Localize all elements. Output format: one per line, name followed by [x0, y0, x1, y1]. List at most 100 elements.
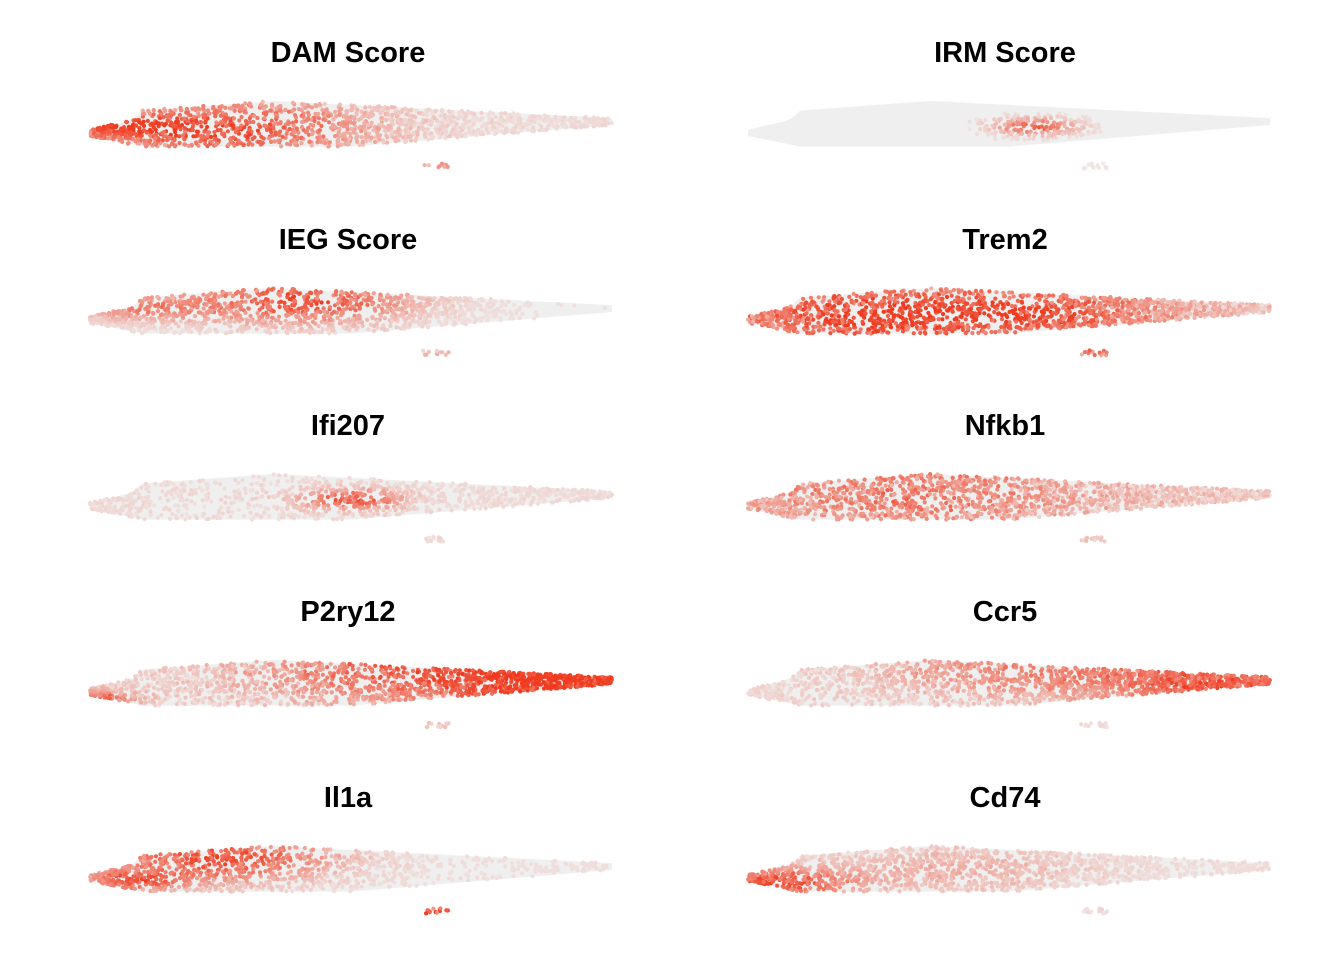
cell-point — [1066, 300, 1071, 305]
cell-point — [804, 300, 809, 305]
cell-point — [133, 314, 139, 319]
cell-point — [280, 134, 285, 139]
cell-point — [415, 129, 420, 134]
cell-point — [212, 129, 217, 135]
cell-point — [349, 120, 354, 125]
cell-point — [553, 493, 559, 498]
cell-point — [444, 308, 449, 314]
cell-point — [146, 323, 152, 328]
cell-point — [423, 316, 428, 321]
cell-point — [881, 309, 886, 314]
cell-point — [865, 291, 870, 296]
cell-point — [1004, 330, 1009, 335]
cell-point — [518, 121, 523, 126]
cell-point — [484, 127, 489, 132]
cell-point — [1120, 317, 1125, 323]
cell-point — [989, 329, 994, 335]
cell-point — [211, 106, 216, 111]
cell-point — [327, 331, 332, 336]
cell-point — [786, 317, 791, 322]
cell-point — [192, 314, 198, 319]
panel-trem2: Trem2 — [746, 224, 1272, 358]
cell-point — [366, 327, 371, 332]
cell-point — [314, 291, 319, 296]
cell-point — [849, 319, 854, 324]
cell-point — [888, 292, 893, 297]
cell-point — [500, 301, 505, 306]
cell-point — [609, 120, 614, 125]
cell-point — [451, 307, 456, 312]
cell-point — [473, 129, 478, 134]
cell-point — [1098, 309, 1103, 314]
cell-point — [1201, 304, 1206, 309]
cell-point — [1130, 318, 1135, 323]
cell-point — [268, 321, 273, 326]
cell-point — [1174, 306, 1179, 311]
cell-point — [213, 319, 218, 324]
cell-point — [814, 304, 819, 309]
cell-point — [182, 126, 187, 131]
cell-point — [813, 324, 818, 329]
cell-point — [463, 316, 468, 321]
cell-point — [406, 303, 411, 308]
cell-point — [1069, 314, 1074, 319]
cell-point — [276, 314, 282, 319]
cell-point — [390, 112, 395, 118]
cell-point — [828, 331, 833, 336]
cell-point — [124, 316, 129, 321]
cell-point — [308, 290, 313, 295]
cell-point — [1027, 136, 1032, 141]
cell-point — [299, 135, 304, 140]
cell-point — [194, 141, 199, 146]
cell-point — [1115, 308, 1120, 313]
cell-point — [156, 121, 161, 126]
cell-point — [472, 315, 477, 320]
cell-point — [191, 121, 196, 126]
cell-point — [967, 290, 972, 295]
cell-point — [354, 139, 360, 144]
cell-point — [204, 302, 209, 307]
cell-point — [968, 307, 974, 312]
cell-point — [1028, 324, 1033, 329]
cell-point — [237, 118, 242, 123]
island-point — [434, 349, 439, 354]
cell-point — [992, 310, 997, 315]
cell-point — [310, 127, 315, 133]
cell-point — [259, 142, 264, 147]
cell-point — [243, 299, 248, 304]
island-point — [1101, 161, 1106, 166]
cell-point — [1126, 308, 1131, 313]
cell-point — [233, 291, 239, 296]
cell-point — [503, 111, 508, 116]
cell-point — [904, 320, 909, 325]
cell-point — [243, 119, 249, 124]
cell-point — [255, 115, 260, 121]
cell-point — [407, 322, 413, 327]
cell-point — [187, 318, 192, 323]
cell-point — [153, 327, 158, 332]
cell-point — [262, 510, 267, 515]
cell-point — [911, 331, 916, 336]
cell-point — [294, 314, 299, 319]
cell-point — [169, 110, 174, 115]
cell-point — [783, 320, 788, 325]
cell-point — [406, 130, 412, 135]
cell-point — [954, 316, 959, 321]
cell-point — [1114, 312, 1119, 317]
cell-point — [466, 129, 471, 134]
cell-point — [404, 107, 409, 112]
cell-point — [860, 319, 865, 324]
cell-point — [526, 127, 531, 132]
cell-point — [418, 301, 423, 306]
cell-point — [987, 289, 992, 294]
cell-point — [302, 320, 307, 325]
cell-point — [1267, 304, 1272, 310]
cell-point — [1139, 315, 1144, 320]
cell-point — [260, 318, 265, 323]
cell-point — [754, 314, 760, 319]
cell-point — [984, 123, 989, 129]
cell-point — [510, 316, 515, 321]
cell-point — [417, 122, 422, 127]
cell-point — [223, 331, 228, 336]
cell-point — [336, 297, 341, 302]
